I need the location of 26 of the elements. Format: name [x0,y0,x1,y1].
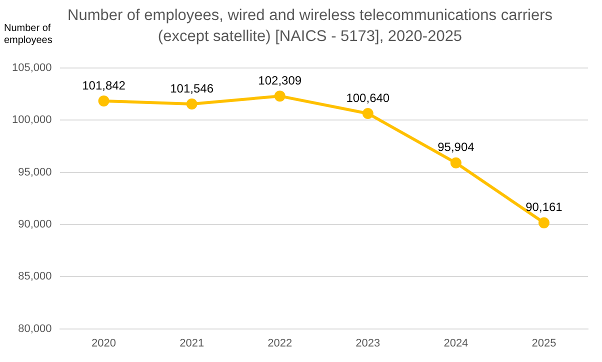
x-tick-label: 2020 [92,337,116,350]
y-tick-label: 100,000 [12,114,52,126]
y-tick-label: 85,000 [18,270,52,283]
data-label: 101,546 [170,81,214,96]
data-label: 90,161 [526,200,563,214]
x-tick-label: 2021 [180,337,204,350]
point [450,157,462,168]
x-tick-label: 2025 [532,337,556,350]
data-label: 102,309 [258,73,302,88]
y-tick-label: 95,000 [18,166,52,178]
x-tick-label: 2023 [356,337,380,350]
point [362,108,374,119]
data-label: 101,842 [82,78,126,92]
point [98,95,110,106]
x-tick-label: 2024 [444,337,468,350]
y-axis-title: Number of employees [4,23,54,47]
point [274,90,286,102]
y-tick-label: 90,000 [18,218,52,231]
chart-title: Number of employees, wired and wireless telecommunications carriers (except satellite) [NAICS - 5173], 2020-2025 [68,7,552,45]
data-label: 100,640 [346,90,390,105]
data-label: 95,904 [438,140,475,154]
x-tick-label: 2022 [268,337,292,350]
y-tick-label: 80,000 [18,322,52,335]
point [538,217,550,228]
point [186,98,198,110]
y-tick-label: 105,000 [12,62,52,74]
